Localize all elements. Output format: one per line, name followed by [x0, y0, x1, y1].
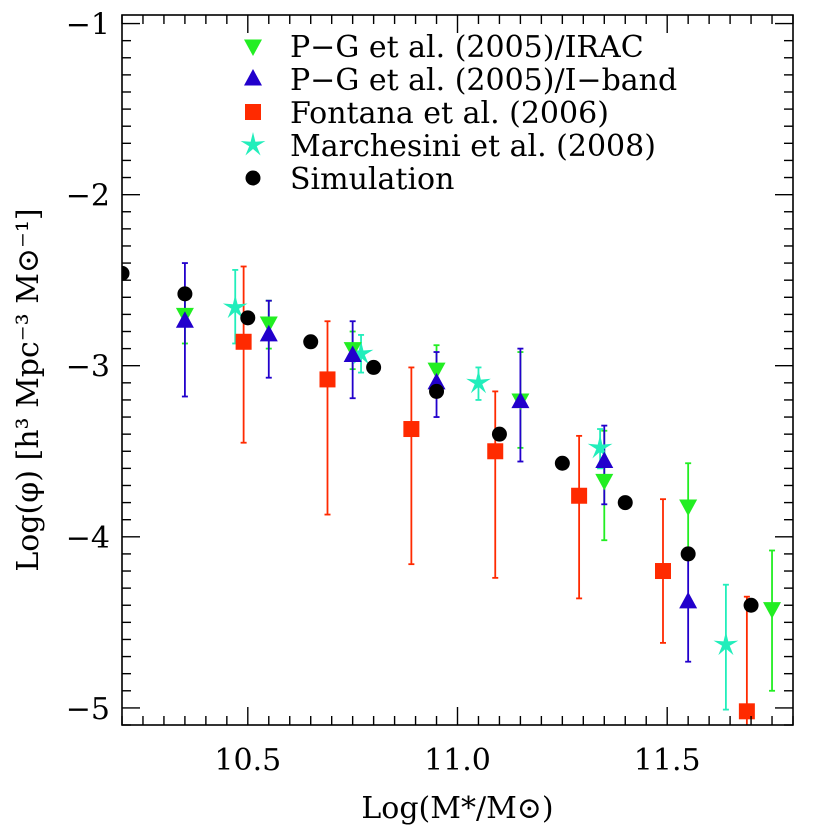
data-point-circle: [491, 426, 507, 442]
data-point-circle: [680, 546, 696, 562]
data-point-star: [587, 434, 613, 459]
data-point-triangle-down: [427, 362, 446, 380]
data-point-triangle-up: [595, 451, 614, 469]
legend-label: Simulation: [290, 162, 454, 197]
legend-label: P−G et al. (2005)/I−band: [290, 63, 677, 98]
data-point-triangle-up: [259, 324, 278, 342]
data-point-star: [222, 294, 248, 319]
legend-marker-triangle-up: [244, 69, 262, 86]
point-layer: [122, 265, 782, 720]
data-point-circle: [366, 359, 382, 375]
data-point-triangle-up: [511, 391, 530, 409]
data-point-triangle-up: [679, 591, 698, 609]
y-tick-label: −5: [66, 692, 110, 727]
data-point-triangle-up: [427, 372, 446, 390]
y-tick-label: −3: [66, 350, 110, 385]
legend-label: P−G et al. (2005)/IRAC: [290, 30, 644, 65]
legend-marker-square: [245, 104, 261, 120]
x-axis-title: Log(M*/M⊙): [361, 791, 553, 826]
data-point-circle: [617, 495, 633, 511]
tick-layer: [121, 15, 794, 726]
data-point-circle: [122, 265, 130, 281]
data-point-triangle-up: [175, 311, 194, 328]
y-tick-label: −2: [66, 179, 110, 214]
legend-marker-star: [240, 132, 266, 156]
data-point-triangle-up: [343, 345, 362, 362]
data-point-square: [319, 371, 336, 388]
legend-label: Fontana et al. (2006): [290, 96, 609, 131]
data-point-circle: [743, 597, 759, 613]
x-tick-label: 10.5: [214, 743, 281, 778]
data-point-triangle-down: [595, 473, 614, 491]
data-point-square: [403, 421, 420, 438]
data-point-circle: [429, 383, 445, 399]
data-point-triangle-down: [259, 316, 278, 333]
y-axis-title: Log(φ) [h³ Mpc⁻³ M⊙⁻¹]: [11, 208, 46, 571]
x-tick-label: 11.0: [424, 743, 491, 778]
data-point-star: [348, 340, 374, 365]
y-tick-label: −1: [66, 8, 110, 43]
legend-marker-triangle-down: [244, 39, 262, 56]
data-point-square: [738, 703, 755, 720]
data-point-square: [654, 563, 671, 580]
data-point-square: [235, 333, 252, 350]
y-tick-label: −4: [66, 521, 110, 556]
legend-marker-circle: [245, 170, 261, 186]
data-point-circle: [554, 455, 570, 471]
data-point-circle: [303, 334, 319, 350]
legend-label: Marchesini et al. (2008): [290, 129, 656, 164]
data-point-star: [713, 631, 739, 656]
x-tick-label: 11.5: [634, 743, 701, 778]
data-point-square: [487, 443, 504, 460]
data-point-triangle-down: [763, 602, 782, 619]
data-point-square: [571, 487, 588, 504]
data-point-circle: [177, 286, 193, 302]
data-point-triangle-down: [679, 499, 698, 517]
data-point-circle: [240, 310, 256, 326]
data-point-star: [466, 369, 491, 394]
tick-label-layer: 10.5 11.0 11.5 −1 −2 −3 −4 −5: [66, 8, 701, 778]
